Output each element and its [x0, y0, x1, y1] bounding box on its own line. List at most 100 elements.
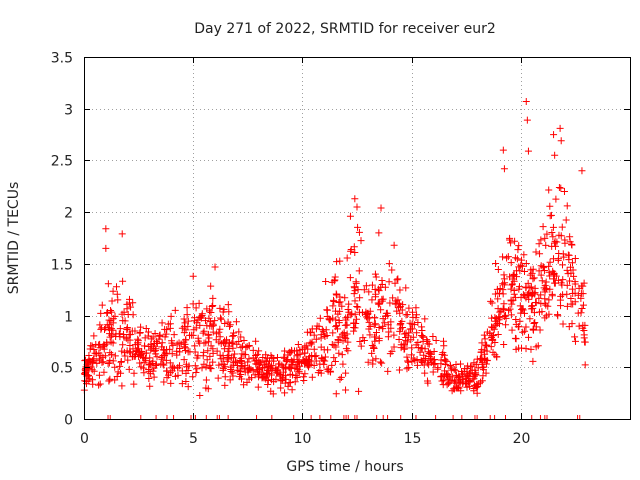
data-point — [550, 279, 558, 287]
data-point — [95, 349, 103, 357]
data-point — [560, 187, 568, 195]
data-point — [579, 321, 587, 329]
data-point — [579, 301, 587, 309]
data-point — [368, 281, 376, 289]
data-point — [103, 309, 111, 317]
data-point — [158, 339, 166, 347]
data-point — [387, 318, 395, 326]
data-point — [510, 270, 518, 278]
y-tick-label: 1.5 — [51, 258, 73, 274]
data-point — [496, 320, 504, 328]
data-point — [137, 323, 145, 331]
data-point — [142, 325, 150, 333]
data-point — [342, 386, 350, 394]
data-point — [310, 331, 318, 339]
data-point — [139, 353, 147, 361]
data-point — [204, 347, 212, 355]
data-point — [162, 356, 170, 364]
data-point — [542, 278, 550, 286]
data-point — [358, 309, 366, 317]
data-point — [321, 332, 329, 340]
data-point — [170, 331, 178, 339]
data-point — [563, 290, 571, 298]
data-point — [429, 368, 437, 376]
data-point — [398, 317, 406, 325]
data-point — [538, 308, 546, 316]
data-point — [227, 363, 235, 371]
data-point — [335, 319, 343, 327]
data-point — [521, 292, 529, 300]
data-point — [235, 337, 243, 345]
data-point — [430, 355, 438, 363]
data-point — [352, 279, 360, 287]
data-point — [404, 357, 412, 365]
data-point — [376, 358, 384, 366]
data-point — [109, 287, 117, 295]
data-point — [336, 298, 344, 306]
data-point — [332, 390, 340, 398]
data-point — [528, 269, 536, 277]
data-point — [521, 268, 529, 276]
data-point — [423, 336, 431, 344]
data-point — [368, 349, 376, 357]
data-point — [281, 347, 289, 355]
data-point — [450, 385, 458, 393]
data-point — [502, 314, 510, 322]
data-point — [317, 334, 325, 342]
data-points — [80, 97, 589, 420]
data-point — [395, 336, 403, 344]
data-point — [97, 309, 105, 317]
data-point — [581, 361, 589, 369]
data-point — [538, 277, 546, 285]
data-point — [408, 320, 416, 328]
data-point — [316, 314, 324, 322]
data-point — [150, 373, 158, 381]
data-point — [424, 379, 432, 387]
data-point — [421, 315, 429, 323]
data-point — [330, 296, 337, 304]
data-point — [318, 355, 326, 363]
data-point — [320, 360, 328, 368]
data-point — [244, 358, 252, 366]
data-point — [300, 377, 308, 385]
data-point — [324, 367, 332, 375]
data-point — [384, 333, 392, 341]
data-point — [139, 364, 147, 372]
data-point — [523, 116, 531, 124]
data-point — [515, 263, 523, 271]
data-point — [565, 251, 573, 259]
data-point — [425, 340, 433, 348]
data-point — [277, 384, 285, 392]
data-point — [114, 368, 122, 376]
data-point — [390, 331, 398, 339]
data-point — [119, 317, 127, 325]
data-point — [338, 302, 346, 310]
data-point — [289, 360, 297, 368]
data-point — [127, 303, 135, 311]
data-point — [204, 330, 212, 338]
data-point — [262, 373, 270, 381]
data-point — [494, 295, 502, 303]
data-point — [492, 259, 500, 267]
data-point — [191, 362, 199, 370]
data-point — [399, 301, 407, 309]
data-point — [96, 380, 104, 388]
data-point — [286, 378, 294, 386]
data-point — [166, 359, 174, 367]
data-point — [381, 319, 389, 327]
data-point — [377, 204, 385, 212]
data-point — [162, 330, 170, 338]
data-point — [158, 355, 166, 363]
data-point — [396, 327, 404, 335]
data-point — [237, 344, 245, 352]
data-point — [177, 340, 185, 348]
data-point — [117, 358, 125, 366]
data-point — [387, 324, 395, 332]
data-point — [180, 315, 188, 323]
x-tick-label: 10 — [294, 431, 312, 447]
data-point — [476, 355, 484, 363]
data-point — [441, 367, 449, 375]
data-point — [304, 363, 312, 371]
data-point — [552, 195, 560, 203]
data-point — [145, 328, 153, 336]
